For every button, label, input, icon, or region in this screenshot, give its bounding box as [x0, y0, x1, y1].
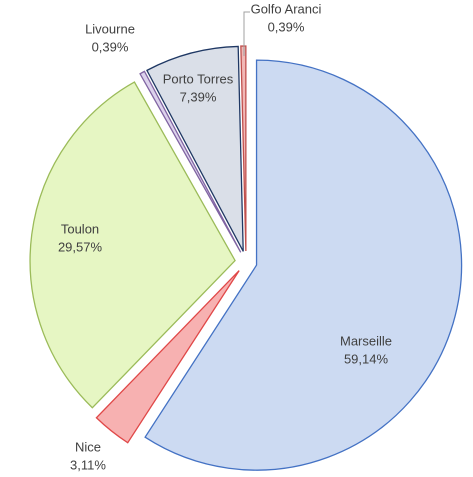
pie-slice — [139, 70, 242, 253]
slice-value-label: 0,39% — [92, 39, 129, 54]
leader-line — [243, 11, 250, 56]
slice-value-label: 0,39% — [268, 19, 305, 34]
slice-value-label: 29,57% — [58, 239, 103, 254]
pie-slice — [29, 81, 236, 409]
slice-value-label: 59,14% — [344, 351, 389, 366]
pie-slice — [146, 45, 244, 252]
slice-label: Golfo Aranci — [251, 1, 322, 16]
slice-value-label: 3,11% — [70, 457, 106, 472]
slice-label: Toulon — [61, 221, 99, 236]
slice-label: Livourne — [85, 21, 135, 36]
pie-slice — [95, 270, 240, 444]
slice-label: Marseille — [340, 333, 392, 348]
slice-label: Porto Torres — [163, 71, 234, 86]
pie-slice — [144, 59, 463, 471]
pie-slice — [240, 45, 247, 252]
slice-label: Nice — [75, 439, 101, 454]
slice-value-label: 7,39% — [180, 89, 217, 104]
